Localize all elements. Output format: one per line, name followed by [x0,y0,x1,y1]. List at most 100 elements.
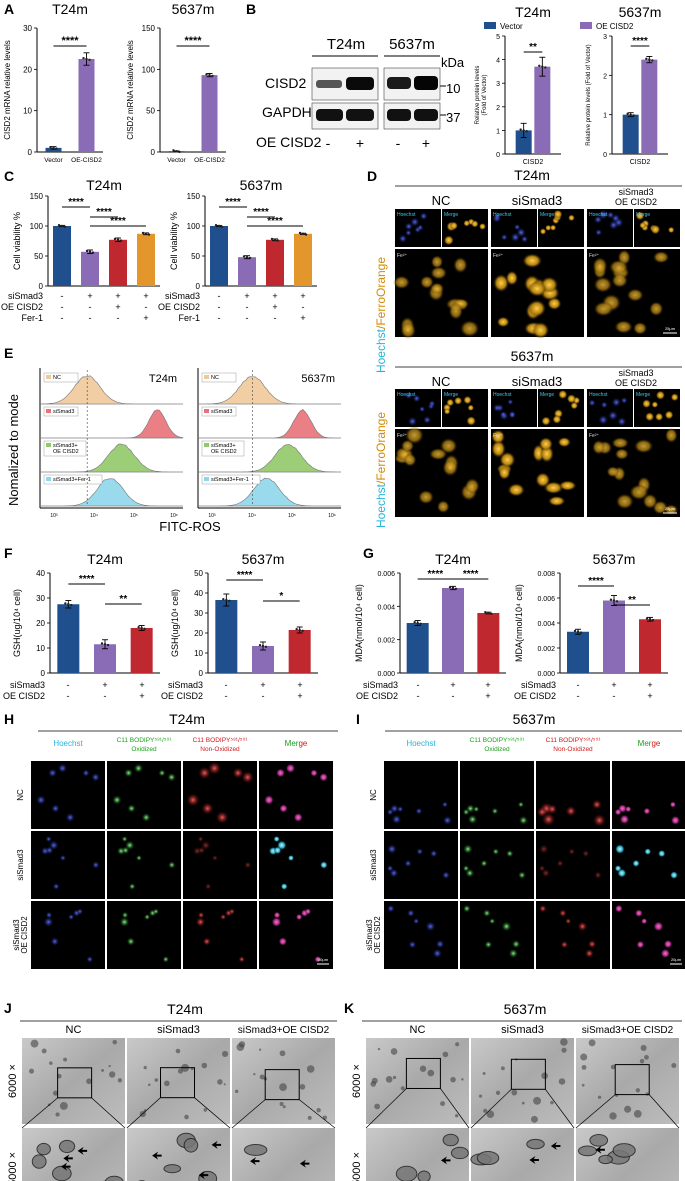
y-tick-label: 5 [496,34,500,41]
y-tick-label: 0.008 [537,571,555,578]
cell [644,848,652,855]
y-axis-label: (Fold of Vector) [482,74,488,115]
y-tick-label: 30 [194,609,203,618]
cell [400,439,415,453]
cell [489,918,496,925]
cell [207,761,222,775]
d-col-sismad3: siSmad3 [512,374,563,389]
cell [186,793,200,807]
y-axis-label: Cell viability % [169,212,179,270]
y-tick-label: 150 [30,192,44,201]
organelle [440,1101,446,1107]
confocal-image [536,831,610,899]
histogram [40,443,183,473]
bar [109,239,127,286]
organelle [461,1078,464,1081]
cell [654,412,664,421]
panel-letter-h: H [4,711,14,727]
x-tick-label: 10⁵ [288,513,296,519]
cell [410,217,420,227]
cell [273,911,281,919]
cell [195,917,206,927]
e-xlabel: FITC-ROS [159,519,221,534]
zoom-line [365,1088,407,1129]
condition-sign: + [485,680,490,690]
field-label: Fe²⁺ [397,253,408,259]
cell [587,939,597,949]
cell [463,395,472,405]
condition-sign: + [87,291,92,301]
field-label: Fe²⁺ [397,433,408,439]
cell [141,812,151,822]
bar [477,613,500,673]
inset-label: Hoechst [589,212,608,218]
cell [547,803,558,815]
cell [314,955,322,963]
data-point [451,586,455,590]
field-label: Fe²⁺ [589,253,600,259]
cell [641,918,648,925]
e-ylabel: Nomalized to mode [6,394,21,506]
cell [636,940,645,949]
cell [304,908,312,915]
data-point [140,626,143,630]
data-point [205,73,208,76]
data-point [651,618,655,622]
mitochondrion [450,1146,469,1160]
tem-image-low [22,1038,125,1124]
cell [453,256,468,274]
data-point [413,621,416,624]
track-swatch [46,443,51,447]
scale-label: 25μm [665,506,676,511]
cell [491,429,506,445]
inset-label: Merge [636,392,650,398]
chart-g-t24m: T24m 0.000 0.002 0.004 0.006 MDA(nmol/10⁴ cel… [354,551,506,678]
blot-band [387,109,411,121]
track-label: siSmad3+Fer-1 [53,477,91,483]
cell [459,320,480,338]
organelle [377,1047,381,1051]
chart-title: T24m [52,1,88,17]
arrow-icon [250,1157,260,1166]
data-point [175,149,178,153]
row-label: OE CISD2 [20,916,29,954]
condition-label: siSmad3 [168,680,203,690]
cell [273,835,280,843]
cell [419,406,426,413]
inset-label: Hoechst [493,392,512,398]
organelle [450,1076,456,1083]
cell [389,868,399,878]
cell [232,767,244,779]
cell [430,282,445,295]
cell [202,937,212,946]
cell [404,222,413,231]
cell [507,398,514,405]
cell [133,763,144,773]
cell [598,414,609,425]
western-blot: T24m 5637m kDa CISD2 GAPDH 10 37 OE CISD… [256,36,465,151]
cell [591,799,602,810]
row-label: NC [369,789,378,801]
condition-sign: + [143,291,148,301]
cell [448,302,463,320]
cell [135,854,142,861]
organelle [164,1080,170,1087]
y-tick-label: 3 [603,34,607,41]
organelle [371,1077,378,1084]
organelle [530,1115,538,1123]
y-axis-label: Relative protein levels (Fold of Vector) [586,44,592,145]
cell [629,484,649,501]
condition-sign: - [61,302,64,312]
cell [413,918,420,925]
legend-label-oe: OE CISD2 [596,22,634,31]
cell [45,846,54,855]
cell [124,768,133,778]
cell [387,844,397,854]
cell [608,410,618,421]
y-tick-label: 30 [23,24,32,33]
condition-sign: + [647,691,652,701]
blot-band [346,77,374,90]
data-point [85,57,88,61]
cell [541,416,551,426]
cell [127,804,136,813]
